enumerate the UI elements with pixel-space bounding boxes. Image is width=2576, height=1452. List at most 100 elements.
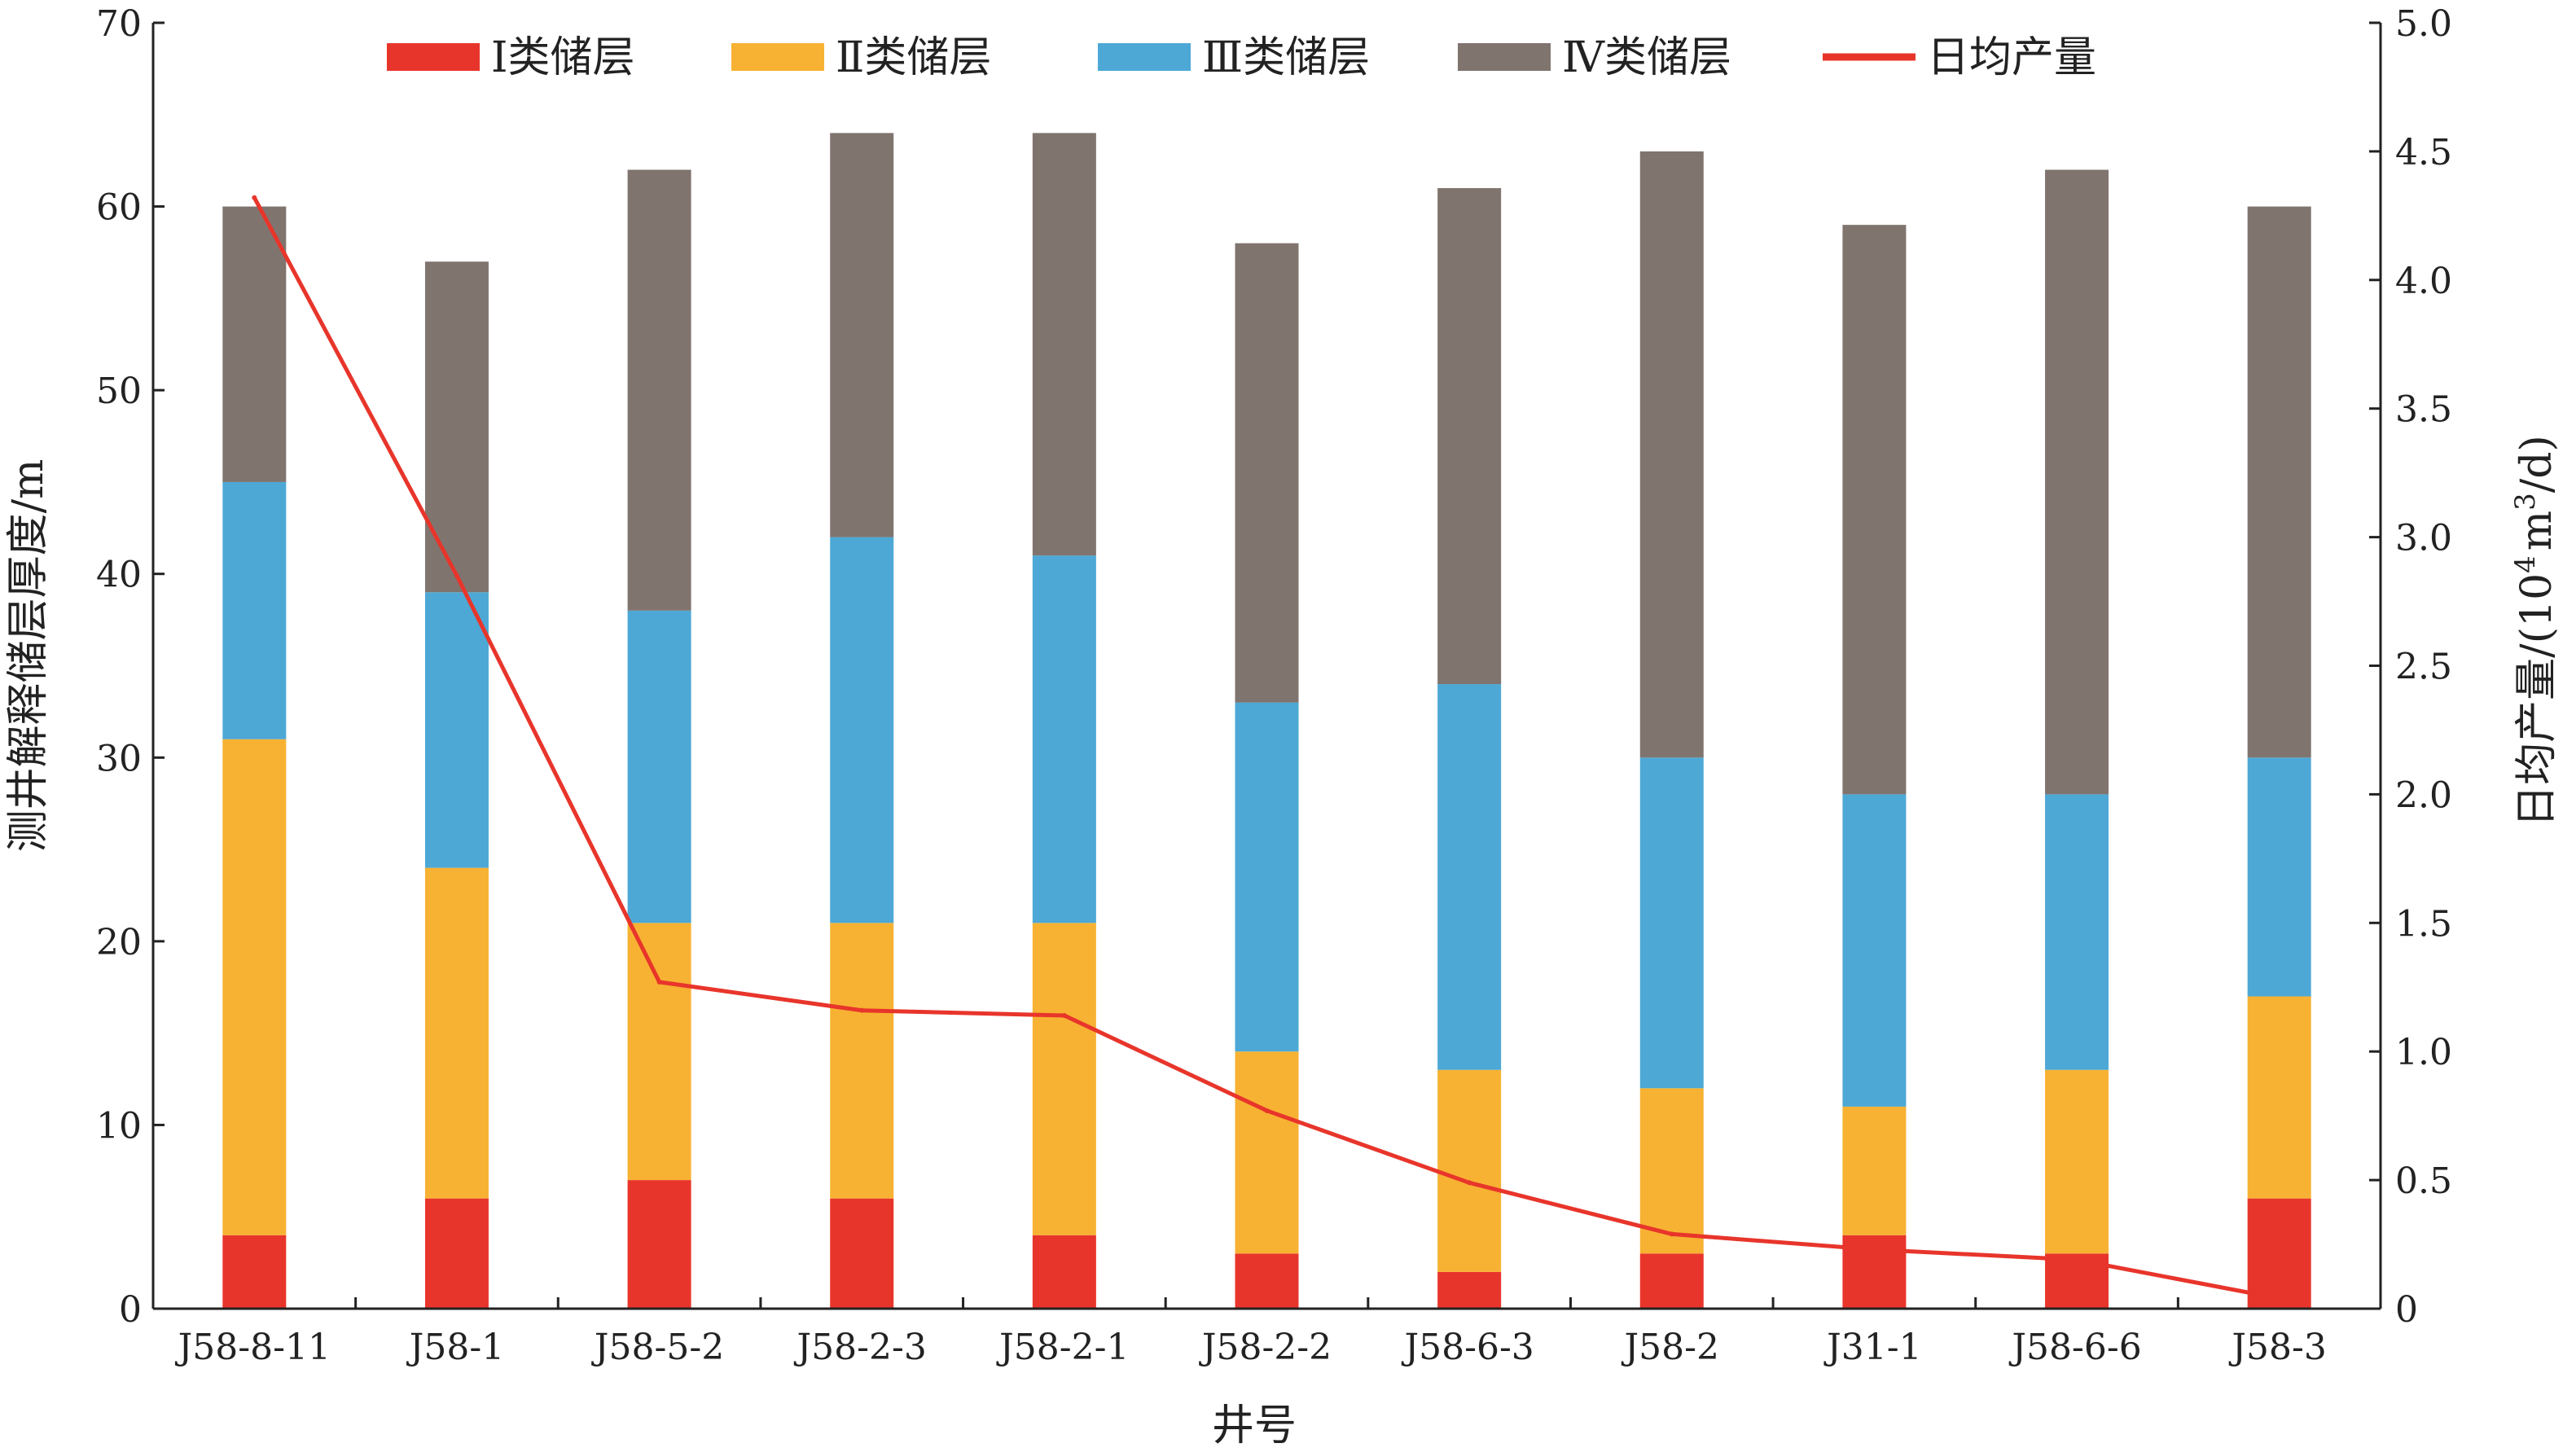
bar-segment-1-J58-8-11 <box>222 1235 287 1309</box>
y-right-tick-label: 2.5 <box>2395 647 2452 688</box>
y-left-tick-label: 10 <box>96 1105 142 1147</box>
bar-segment-4-J58-3 <box>2247 206 2311 758</box>
bar-segment-3-J58-1 <box>424 592 489 868</box>
y-left-tick-label: 60 <box>96 187 142 229</box>
legend-label-3: Ⅲ类储层 <box>1202 33 1370 82</box>
bar-segment-2-J58-5-2 <box>627 923 691 1181</box>
bar-segment-2-J58-2-2 <box>1235 1051 1299 1254</box>
bar-segment-2-J58-2-3 <box>830 923 894 1199</box>
bar-segment-1-J58-2-3 <box>830 1198 894 1309</box>
y-right-tick-label: 0 <box>2395 1289 2418 1331</box>
bar-segment-3-J58-8-11 <box>222 481 287 739</box>
bar-segment-2-J58-2 <box>1639 1088 1704 1254</box>
y-left-tick-label: 20 <box>96 922 142 963</box>
x-tick-label: J58-2-1 <box>996 1327 1129 1368</box>
x-tick-label: J58-2-3 <box>794 1327 927 1368</box>
y-right-tick-label: 5.0 <box>2395 3 2452 45</box>
x-tick-label: J58-2 <box>1622 1327 1720 1368</box>
x-tick-label: J31-1 <box>1823 1327 1922 1368</box>
y-right-tick-label: 4.5 <box>2395 132 2452 173</box>
y-right-tick-label: 3.5 <box>2395 389 2452 431</box>
bar-segment-4-J58-2-2 <box>1235 243 1299 703</box>
x-tick-label: J58-8-11 <box>175 1327 331 1368</box>
bar-segment-2-J58-1 <box>424 867 489 1199</box>
bar-segment-4-J31-1 <box>1842 225 1907 795</box>
y-right-tick-label: 1.5 <box>2395 903 2452 945</box>
y-axis-title-right-pre: 日均产量/(10 <box>2512 573 2561 827</box>
daily-production-point-J58-3 <box>2276 1296 2282 1301</box>
bar-segment-4-J58-1 <box>424 261 489 593</box>
y-axis-title-right: 日均产量/(104 m3/d) <box>2509 435 2561 827</box>
bar-segment-3-J58-2-2 <box>1235 702 1299 1052</box>
bar-segment-3-J31-1 <box>1842 794 1907 1107</box>
legend-swatch-4 <box>1458 43 1551 71</box>
x-tick-label: J58-1 <box>406 1327 505 1368</box>
legend-label-2: Ⅱ类储层 <box>836 33 991 82</box>
legend: Ⅰ类储层 Ⅱ类储层 Ⅲ类储层 Ⅳ类储层 日均产量 <box>387 33 2096 82</box>
x-tick-label: J58-5-2 <box>591 1327 724 1368</box>
y-axis-title-left: 测井解释储层厚度/m <box>4 459 53 853</box>
line-layer <box>252 195 2282 1301</box>
bar-segment-2-J58-3 <box>2247 996 2311 1199</box>
daily-production-point-J58-5-2 <box>656 979 662 985</box>
y-left-tick-label: 30 <box>96 738 142 779</box>
bar-segment-1-J58-6-3 <box>1437 1271 1502 1309</box>
legend-swatch-1 <box>387 43 480 71</box>
bar-segment-3-J58-6-3 <box>1437 684 1502 1070</box>
y-axis-title-right-sup2: 3 <box>2509 493 2542 511</box>
x-tick-label: J58-3 <box>2228 1327 2327 1368</box>
bar-segment-4-J58-2 <box>1639 151 1704 758</box>
bar-segment-1-J58-2-1 <box>1032 1235 1096 1309</box>
bar-segment-3-J58-5-2 <box>627 610 691 923</box>
bar-segment-3-J58-2-1 <box>1032 555 1096 923</box>
bar-segment-3-J58-2 <box>1639 757 1704 1089</box>
daily-production-point-J58-2-2 <box>1264 1108 1270 1113</box>
bar-segment-1-J58-2 <box>1639 1253 1704 1309</box>
legend-label-5: 日均产量 <box>1927 33 2096 82</box>
daily-production-point-J58-2-3 <box>859 1007 865 1013</box>
legend-swatch-2 <box>731 43 824 71</box>
bar-segment-2-J31-1 <box>1842 1106 1907 1235</box>
bar-segment-1-J58-5-2 <box>627 1180 691 1309</box>
daily-production-point-J58-1 <box>454 572 459 578</box>
bar-segment-1-J58-2-2 <box>1235 1253 1299 1309</box>
bar-segment-2-J58-8-11 <box>222 739 287 1235</box>
daily-production-point-J58-2-1 <box>1061 1012 1067 1018</box>
legend-swatch-3 <box>1098 43 1191 71</box>
y-right-tick-label: 4.0 <box>2395 261 2452 302</box>
daily-production-point-J58-6-3 <box>1467 1180 1472 1186</box>
y-left-tick-label: 0 <box>119 1289 142 1331</box>
y-left-tick-label: 40 <box>96 555 142 596</box>
y-right-tick-label: 1.0 <box>2395 1032 2452 1073</box>
legend-label-1: Ⅰ类储层 <box>491 33 635 82</box>
bar-segment-3-J58-6-6 <box>2045 794 2109 1070</box>
bar-segment-4-J58-6-6 <box>2045 169 2109 795</box>
y-left-tick-label: 50 <box>96 371 142 412</box>
y-right-tick-label: 3.0 <box>2395 518 2452 559</box>
y-left-tick-label: 70 <box>96 3 142 45</box>
bar-segment-4-J58-6-3 <box>1437 188 1502 685</box>
legend-label-4: Ⅳ类储层 <box>1562 33 1731 82</box>
bars-layer <box>222 133 2311 1309</box>
ticks-layer: 0 10 20 30 40 50 60 70 0 0.5 1.0 1.5 2.0 2.5 3.0 3.5 4.0… <box>96 3 2452 1368</box>
bar-segment-4-J58-2-3 <box>830 133 894 537</box>
bar-segment-2-J58-2-1 <box>1032 923 1096 1235</box>
x-tick-label: J58-6-3 <box>1401 1327 1534 1368</box>
bar-segment-4-J58-2-1 <box>1032 133 1096 556</box>
y-right-tick-label: 2.0 <box>2395 774 2452 816</box>
bar-segment-2-J58-6-3 <box>1437 1069 1502 1272</box>
daily-production-point-J58-6-6 <box>2074 1257 2080 1262</box>
bar-segment-4-J58-8-11 <box>222 206 287 482</box>
y-axis-title-right-sup1: 4 <box>2509 555 2542 573</box>
bar-segment-1-J58-3 <box>2247 1198 2311 1309</box>
bar-segment-3-J58-3 <box>2247 757 2311 997</box>
y-axis-title-right-mid: m <box>2512 511 2561 551</box>
y-right-tick-label: 0.5 <box>2395 1160 2452 1202</box>
y-axis-title-right-post: /d) <box>2512 435 2561 493</box>
bar-segment-4-J58-5-2 <box>627 169 691 611</box>
daily-production-point-J31-1 <box>1872 1247 1877 1252</box>
bar-segment-2-J58-6-6 <box>2045 1069 2109 1254</box>
daily-production-point-J58-2 <box>1669 1231 1674 1237</box>
x-tick-label: J58-2-2 <box>1199 1327 1332 1368</box>
